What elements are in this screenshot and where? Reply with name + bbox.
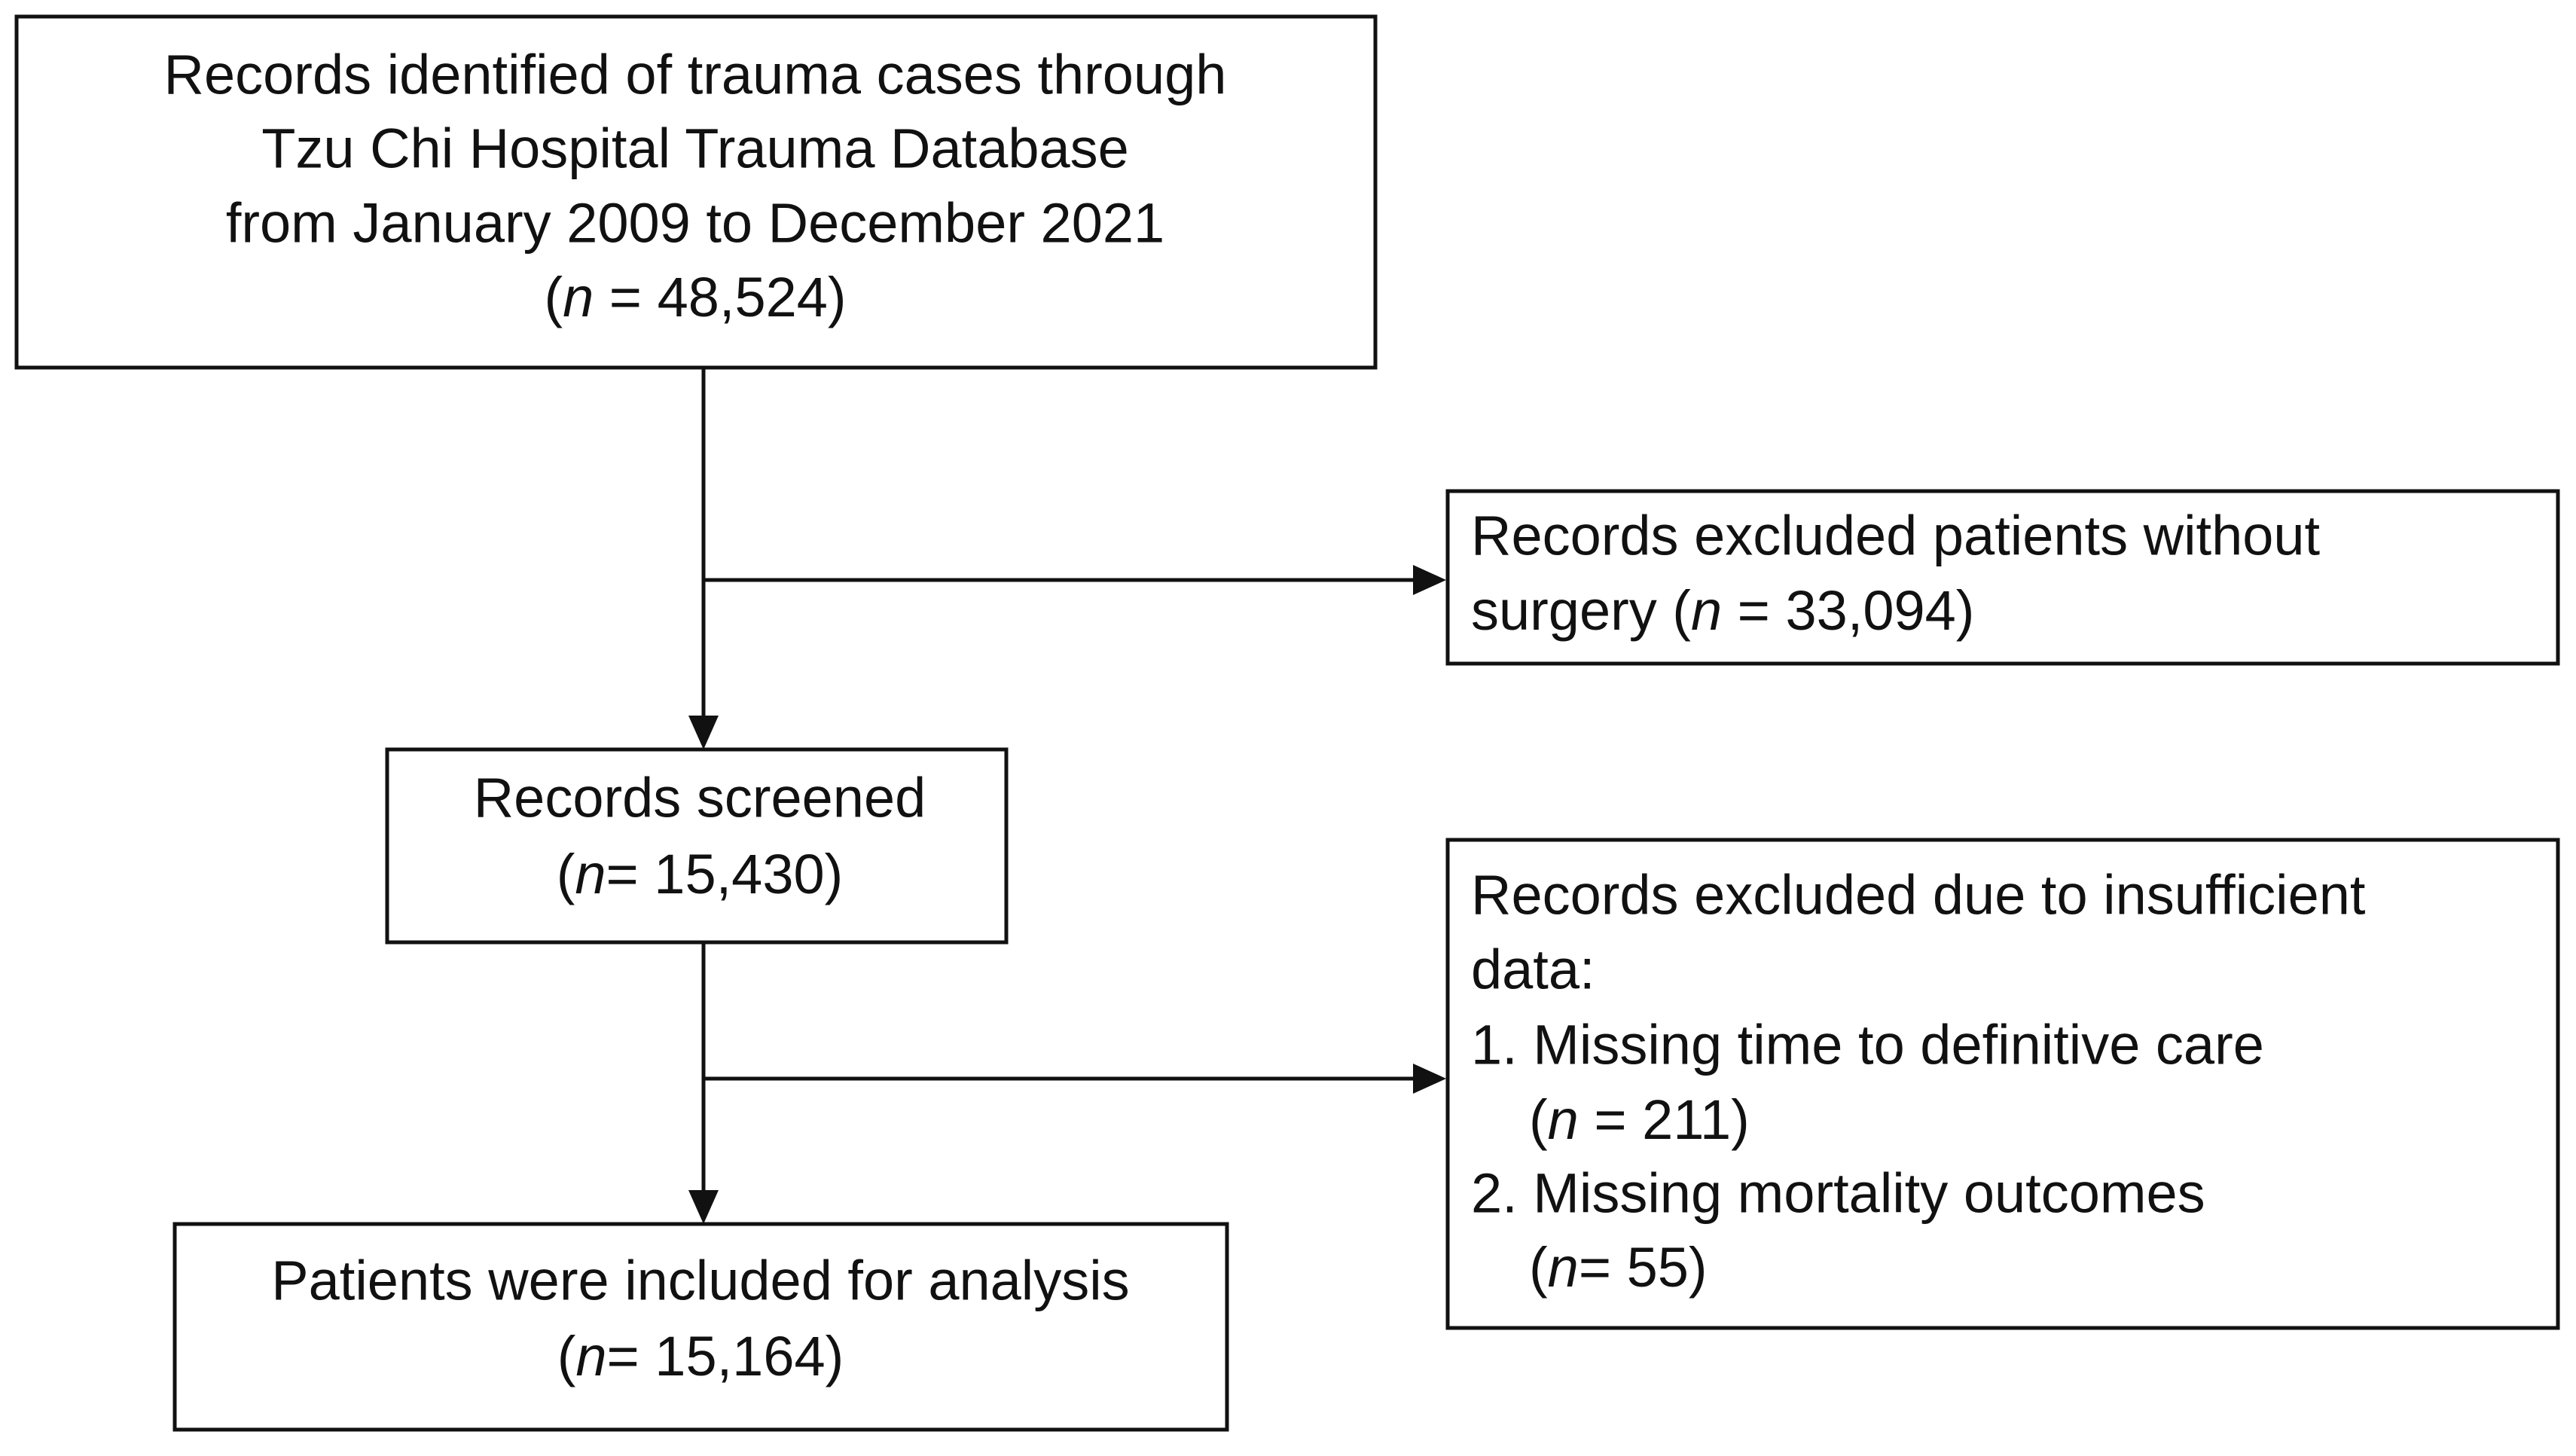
- node-text: 2. Missing mortality outcomes: [1471, 1162, 2205, 1225]
- node-text: Records screened: [474, 767, 926, 829]
- node-text: Records excluded due to insufficient: [1471, 864, 2366, 926]
- variable: n: [575, 1325, 606, 1387]
- node-text: data:: [1471, 939, 1595, 1001]
- node-text: (n = 211): [1529, 1088, 1750, 1151]
- node-text: surgery (n = 33,094): [1471, 579, 1974, 642]
- node-text: Records identified of trauma cases throu…: [164, 44, 1227, 106]
- node-text: (n = 48,524): [544, 266, 846, 328]
- count-text: surgery (: [1471, 579, 1691, 642]
- arrowhead: [688, 1190, 719, 1224]
- box-identified: [14, 14, 1378, 370]
- arrowhead: [688, 716, 719, 749]
- box-excluded-surgery: [1445, 489, 2560, 666]
- count-text: = 55): [1579, 1236, 1708, 1299]
- variable: n: [563, 266, 594, 328]
- node-text: (n= 15,164): [557, 1325, 844, 1387]
- count-text: (: [1529, 1088, 1548, 1151]
- count-text: = 211): [1579, 1088, 1750, 1151]
- count-text: = 48,524): [594, 266, 846, 328]
- arrowhead: [1413, 1064, 1446, 1094]
- node-text: from January 2009 to December 2021: [226, 192, 1164, 255]
- count-text: = 33,094): [1722, 579, 1974, 642]
- count-text: (: [557, 843, 575, 905]
- box-included: [172, 1222, 1229, 1432]
- box-screened: [385, 747, 1009, 945]
- node-text: (n= 15,430): [557, 843, 844, 905]
- variable: n: [1548, 1088, 1579, 1151]
- variable: n: [1691, 579, 1722, 642]
- node-text: Patients were included for analysis: [271, 1250, 1129, 1312]
- count-text: = 15,430): [606, 843, 844, 905]
- node-text: (n= 55): [1529, 1236, 1708, 1299]
- count-text: = 15,164): [607, 1325, 844, 1387]
- variable: n: [1548, 1236, 1579, 1299]
- count-text: (: [557, 1325, 576, 1387]
- count-text: (: [1529, 1236, 1548, 1299]
- box-excluded-data: [1445, 838, 2560, 1330]
- node-text: Records excluded patients without: [1471, 505, 2321, 567]
- variable: n: [575, 843, 606, 905]
- node-text: 1. Missing time to definitive care: [1471, 1014, 2264, 1076]
- node-text: Tzu Chi Hospital Trauma Database: [261, 118, 1129, 180]
- count-text: (: [544, 266, 563, 328]
- arrowhead: [1413, 565, 1446, 595]
